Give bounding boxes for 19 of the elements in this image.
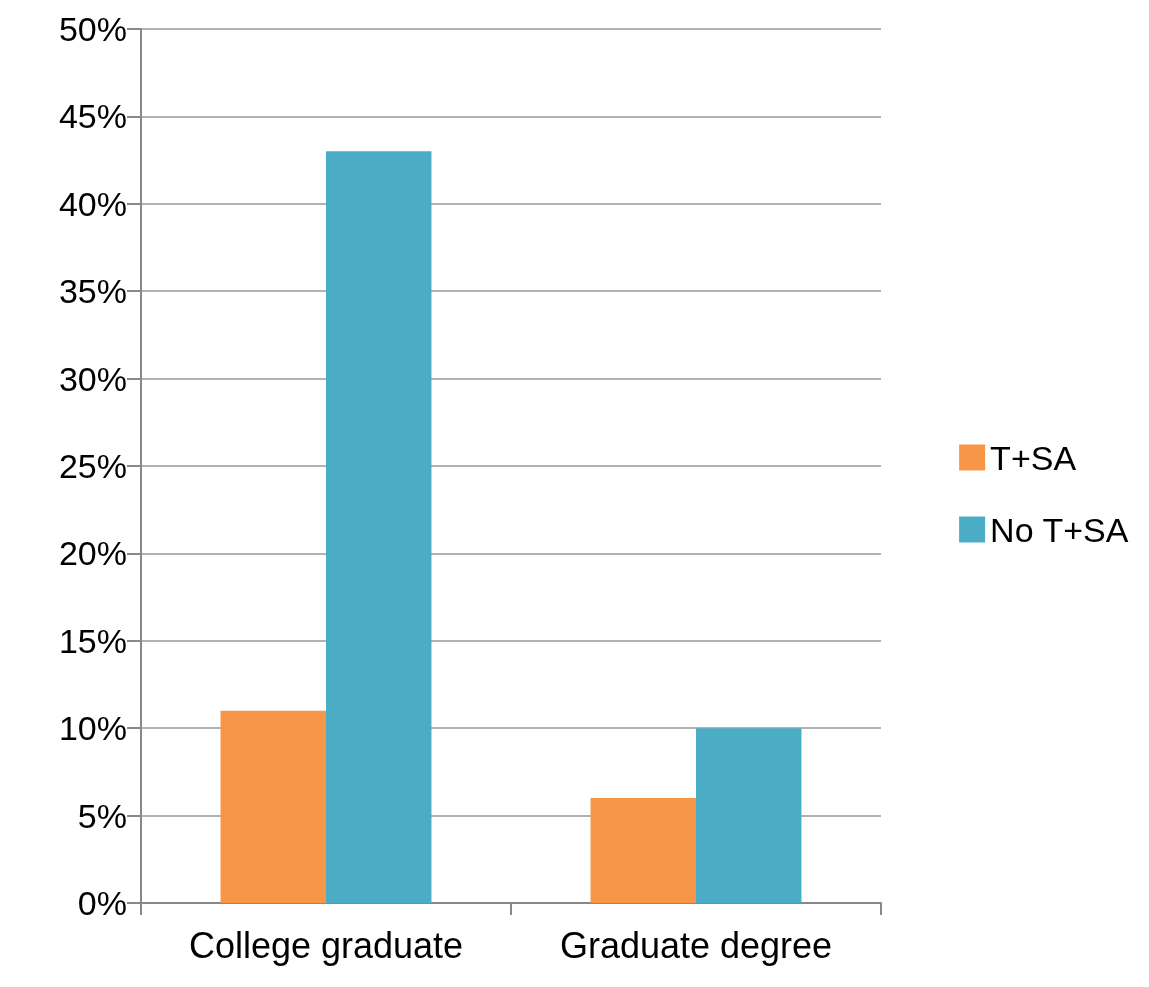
y-tick-label: 15% xyxy=(58,621,127,660)
bar xyxy=(696,728,802,903)
y-tick-label: 0% xyxy=(77,884,127,922)
x-tick-label: Graduate degree xyxy=(559,924,833,966)
y-tick-label: 25% xyxy=(58,447,127,485)
y-tick-label: 35% xyxy=(58,272,127,311)
y-tick-label: 30% xyxy=(58,359,127,398)
bar xyxy=(326,151,432,903)
legend-label: T+SA xyxy=(990,438,1077,477)
legend-label: No T+SA xyxy=(990,510,1129,549)
y-tick-label: 5% xyxy=(77,796,127,835)
x-tick-label: College graduate xyxy=(188,924,464,966)
y-tick-label: 45% xyxy=(58,97,127,136)
y-tick-label: 50% xyxy=(58,10,127,48)
bar xyxy=(590,798,696,903)
bar xyxy=(220,710,326,903)
y-tick-label: 40% xyxy=(58,184,127,223)
y-tick-label: 20% xyxy=(58,534,127,573)
y-tick-label: 10% xyxy=(58,709,127,748)
